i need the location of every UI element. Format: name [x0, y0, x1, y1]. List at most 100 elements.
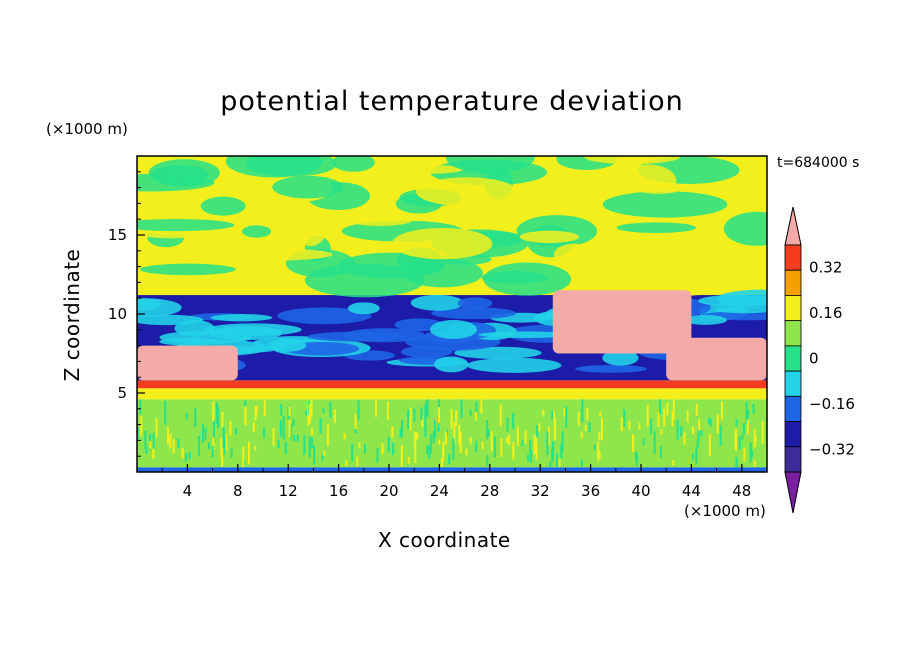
field-streak	[358, 441, 361, 449]
field-patch	[683, 315, 728, 325]
field-patch	[445, 156, 535, 174]
field-streak	[660, 446, 663, 458]
field-streak	[558, 458, 561, 468]
field-patch	[307, 331, 404, 342]
field-streak	[538, 423, 541, 432]
field-streak	[753, 460, 756, 467]
y-tick-label: 5	[117, 384, 127, 402]
colorbar: 0.32 0.16 0 −0.16 −0.32	[784, 206, 855, 514]
field-streak	[500, 438, 503, 457]
colorbar-tick-label: 0.16	[809, 304, 842, 322]
field-patch	[698, 294, 767, 307]
field-streak	[598, 431, 601, 441]
field-streak	[751, 450, 754, 458]
field-streak	[438, 391, 441, 415]
colorbar-segment	[784, 295, 802, 322]
field-streak	[499, 404, 502, 427]
field-streak	[145, 446, 148, 454]
field-streak	[212, 437, 215, 451]
colorbar-segment	[784, 421, 802, 448]
field-streak	[755, 437, 758, 443]
field-streak	[455, 410, 458, 427]
field-streak	[429, 434, 432, 454]
field-streak	[475, 440, 478, 453]
field-streak	[287, 405, 290, 420]
field-streak	[529, 440, 532, 454]
field-streak	[440, 458, 443, 467]
y-tick-label: 10	[108, 305, 127, 323]
field-streak	[185, 413, 188, 420]
field-patch	[519, 230, 580, 244]
warm-anomaly-region	[137, 345, 238, 381]
field-streak	[742, 423, 745, 435]
field-streak	[506, 436, 509, 444]
colorbar-segment	[784, 320, 802, 347]
field-streak	[357, 400, 360, 420]
field-streak	[407, 409, 410, 418]
x-tick-label: 44	[682, 482, 701, 500]
field-streak	[414, 439, 417, 464]
field-streak	[551, 410, 554, 420]
field-streak	[752, 404, 755, 414]
field-streak	[749, 442, 752, 463]
x-tick-label: 8	[233, 482, 243, 500]
field-streak	[305, 410, 308, 416]
field-streak	[516, 426, 519, 446]
field-streak	[432, 431, 435, 444]
field-patch	[391, 227, 493, 260]
field-streak	[546, 431, 549, 456]
x-tick-label: 12	[279, 482, 298, 500]
field-streak	[444, 431, 447, 445]
field-streak	[221, 447, 224, 467]
colorbar-segment	[784, 244, 802, 271]
field-streak	[144, 430, 147, 449]
field-streak	[308, 436, 311, 458]
field-patch	[454, 346, 542, 359]
field-streak	[255, 405, 258, 415]
field-patch	[723, 211, 767, 246]
field-streak	[426, 399, 429, 417]
field-streak	[458, 424, 461, 445]
field-streak	[746, 419, 749, 434]
field-streak	[391, 426, 394, 439]
colorbar-segment	[784, 269, 802, 296]
y-axis: 5 10 15	[108, 171, 145, 457]
x-axis-label: X coordinate	[378, 528, 511, 552]
field-patch	[267, 338, 307, 352]
field-patch	[304, 263, 425, 298]
field-streak	[676, 419, 679, 440]
colorbar-segment	[784, 370, 802, 397]
field-streak	[672, 460, 675, 466]
field-patch	[466, 357, 562, 373]
field-patch	[429, 319, 477, 339]
field-streak	[638, 423, 641, 430]
field-streak	[683, 432, 686, 445]
field-streak	[598, 451, 601, 459]
field-streak	[211, 446, 214, 457]
field-patch	[347, 302, 380, 315]
field-streak	[635, 452, 638, 466]
field-streak	[695, 403, 698, 416]
field-streak	[632, 434, 635, 453]
field-streak	[565, 405, 568, 428]
field-streak	[252, 422, 255, 432]
field-streak	[164, 400, 167, 425]
field-streak	[486, 455, 489, 466]
x-tick-label: 36	[581, 482, 600, 500]
field-streak	[356, 456, 359, 467]
field-patch	[483, 262, 572, 296]
field-streak	[560, 443, 563, 459]
field-streak	[580, 431, 583, 439]
colorbar-tick-label: −0.32	[809, 440, 855, 458]
colorbar-top-arrow	[784, 206, 802, 246]
field-streak	[293, 435, 296, 442]
field-streak	[221, 412, 224, 428]
field-patch	[575, 364, 647, 373]
field-streak	[376, 447, 379, 463]
field-streak	[354, 426, 357, 433]
field-streak	[671, 410, 674, 427]
field-patch	[602, 350, 639, 366]
x-tick-label: 16	[329, 482, 348, 500]
field-streak	[746, 409, 749, 419]
field-streak	[533, 434, 536, 455]
